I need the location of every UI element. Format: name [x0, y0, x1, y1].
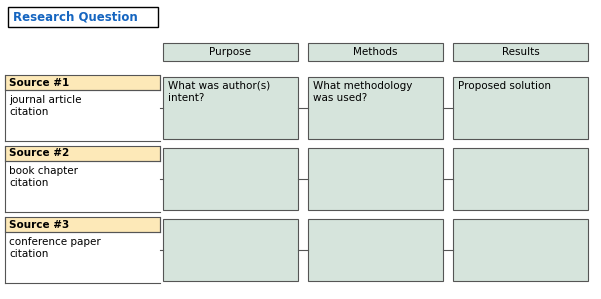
Bar [453, 148, 588, 210]
Bar [308, 148, 443, 210]
Text: What methodology
was used?: What methodology was used? [313, 81, 412, 103]
Text: Proposed solution: Proposed solution [458, 81, 551, 91]
Bar [453, 43, 588, 61]
Text: Source #1: Source #1 [9, 77, 69, 88]
Text: conference paper: conference paper [9, 237, 101, 247]
Text: Results: Results [502, 47, 539, 57]
Text: Methods: Methods [353, 47, 398, 57]
Text: citation: citation [9, 107, 48, 117]
Text: What was author(s)
intent?: What was author(s) intent? [168, 81, 270, 103]
Bar [8, 7, 158, 27]
Text: book chapter: book chapter [9, 166, 78, 176]
Bar [453, 77, 588, 139]
Text: journal article: journal article [9, 95, 82, 105]
Text: Source #2: Source #2 [9, 149, 69, 158]
Bar [308, 43, 443, 61]
Text: Research Question: Research Question [13, 10, 138, 24]
Bar [163, 77, 298, 139]
Bar [308, 77, 443, 139]
Text: citation: citation [9, 178, 48, 188]
Bar [163, 43, 298, 61]
Text: Purpose: Purpose [210, 47, 251, 57]
Text: citation: citation [9, 249, 48, 259]
Bar [5, 217, 160, 232]
Bar [453, 219, 588, 281]
Text: Source #3: Source #3 [9, 219, 69, 230]
Bar [5, 146, 160, 161]
Bar [163, 148, 298, 210]
Bar [5, 75, 160, 90]
Bar [163, 219, 298, 281]
Bar [308, 219, 443, 281]
